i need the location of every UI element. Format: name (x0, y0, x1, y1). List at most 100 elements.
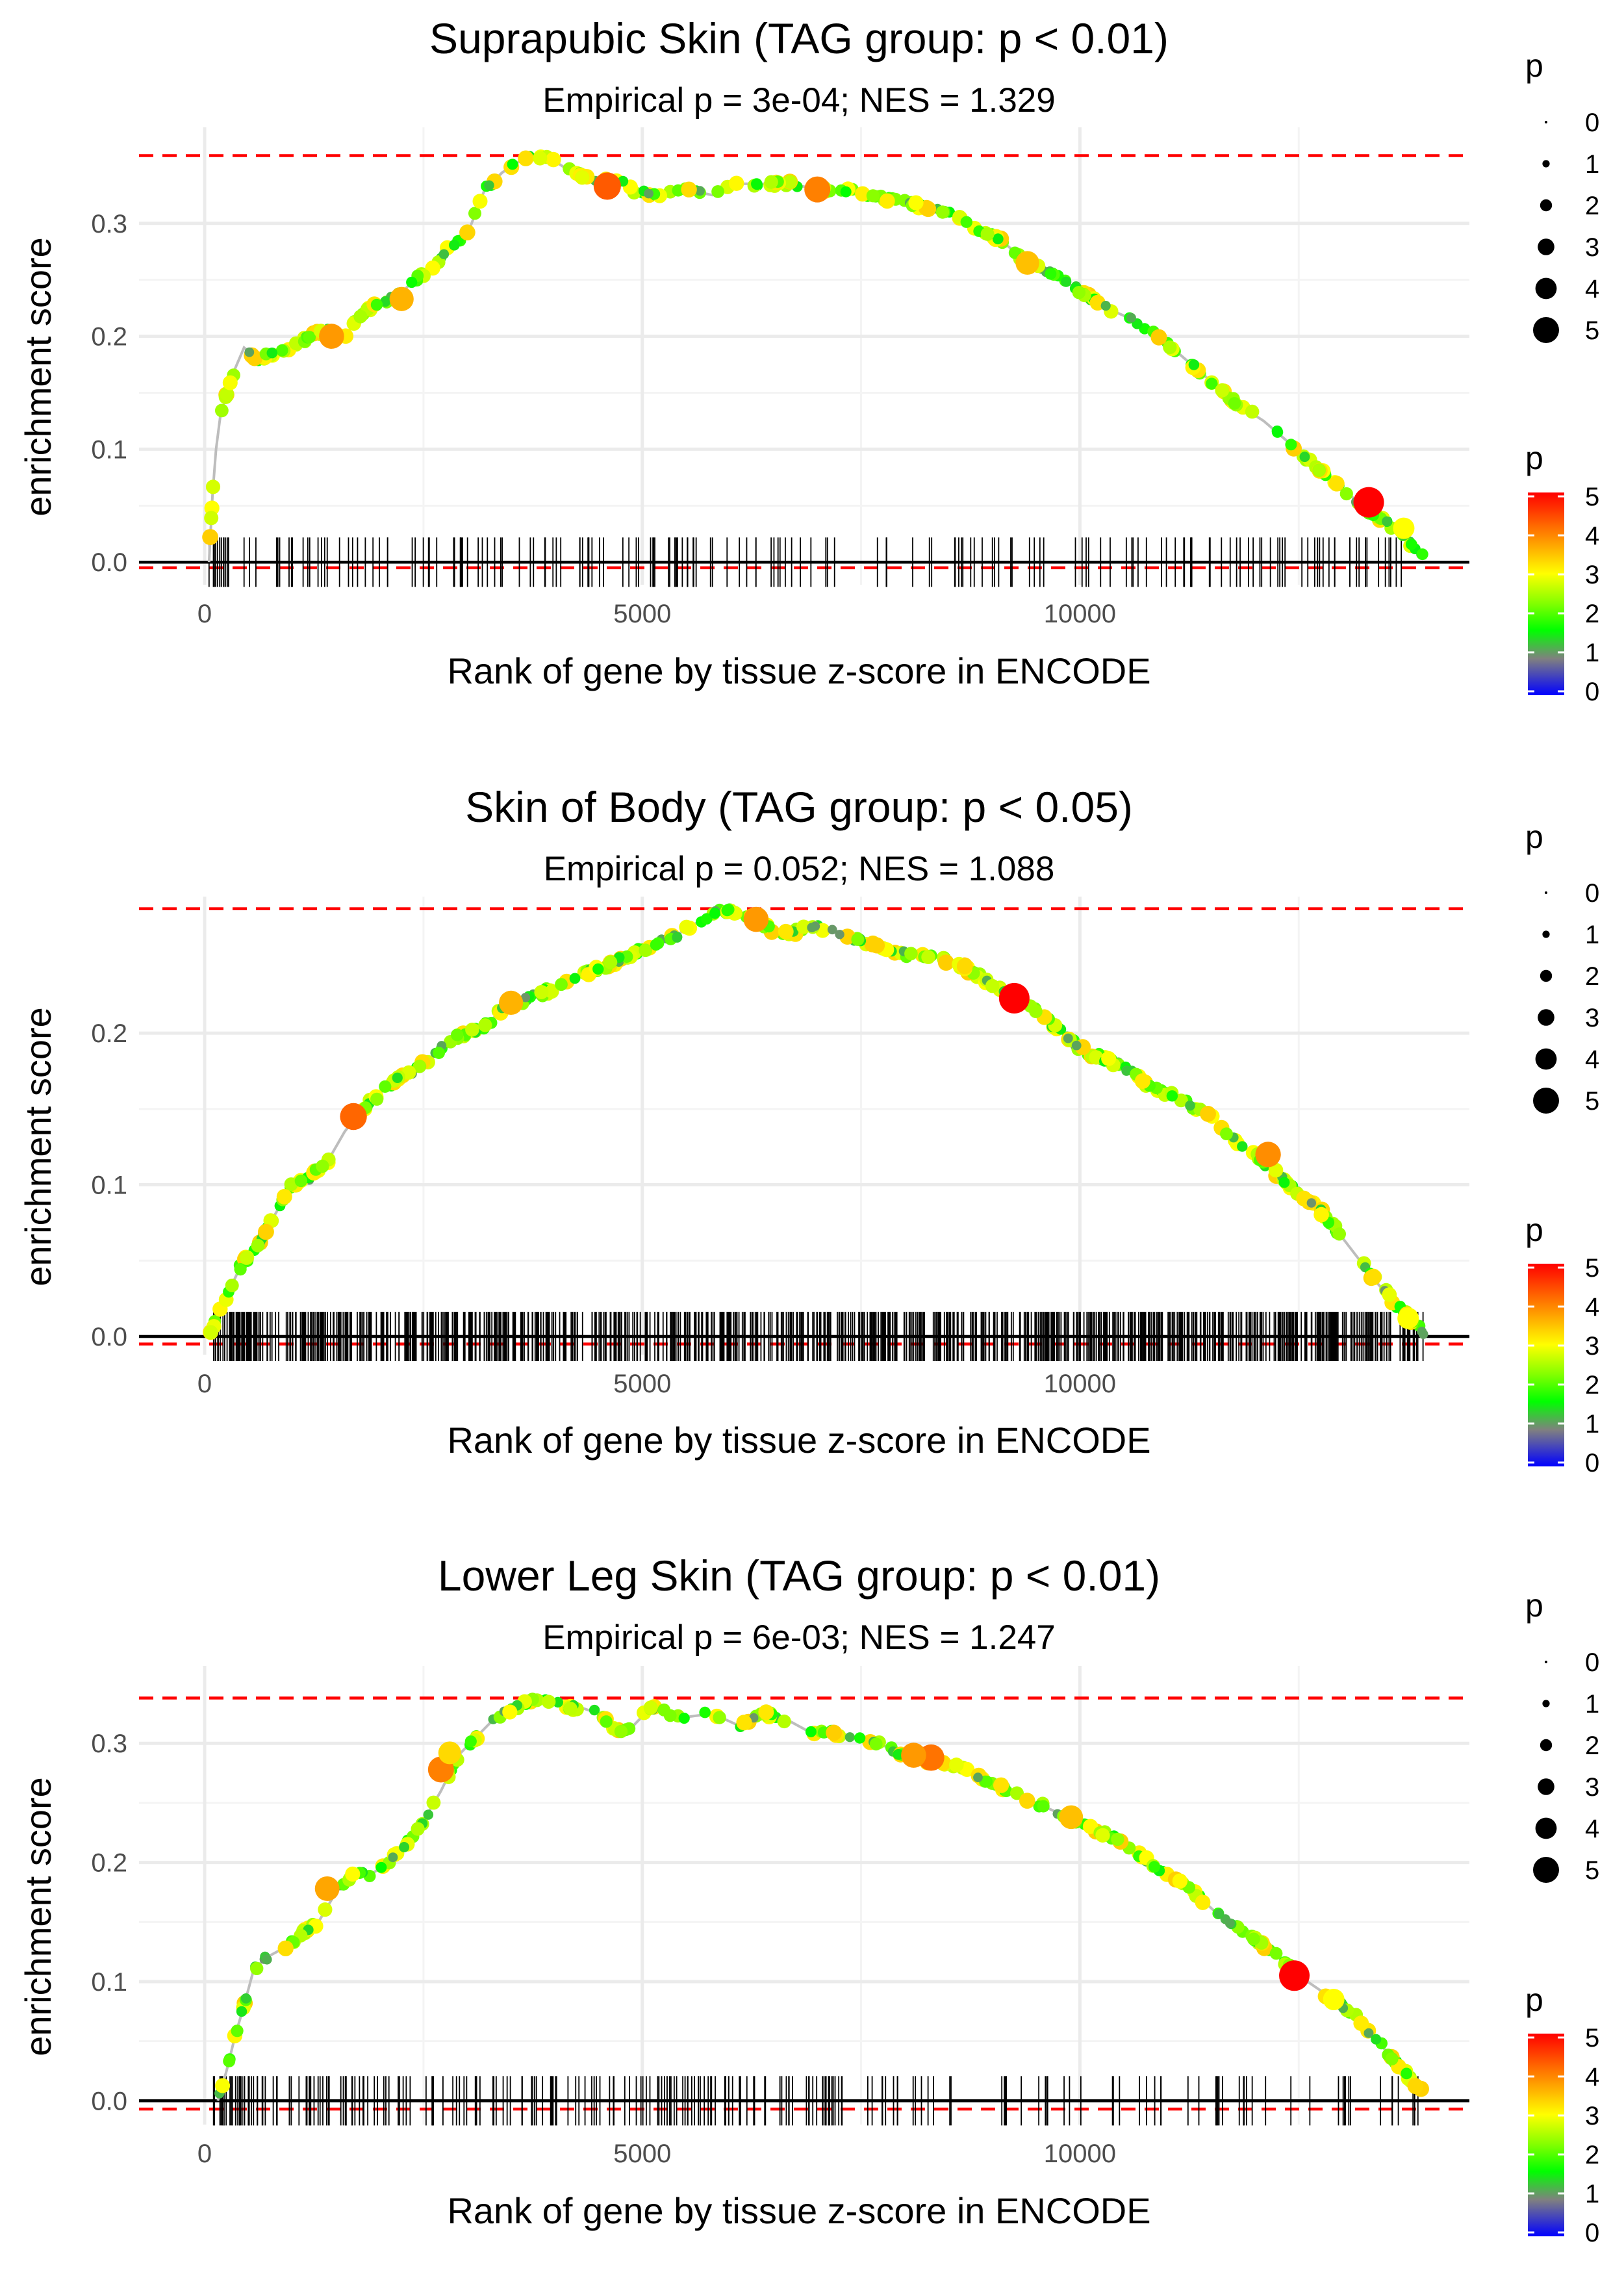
score-point (796, 919, 811, 934)
score-point (464, 1735, 477, 1748)
score-point (1269, 1947, 1283, 1960)
x-tick-label: 0 (197, 600, 212, 628)
score-point (412, 1059, 427, 1073)
size-legend-dot (1538, 238, 1554, 255)
size-legend-label: 1 (1585, 150, 1599, 179)
x-tick-label: 5000 (613, 600, 671, 628)
score-point (1237, 1141, 1248, 1152)
score-point (277, 1940, 294, 1956)
score-point (866, 189, 880, 203)
size-legend-dot (1540, 1739, 1553, 1752)
size-legend-label: 0 (1585, 879, 1599, 908)
score-point (1148, 1861, 1160, 1873)
score-point (546, 151, 561, 168)
score-point (1037, 1800, 1050, 1813)
running-score-line (207, 907, 1428, 1338)
color-legend-title: p (1525, 1212, 1543, 1248)
score-point (239, 1251, 254, 1265)
score-point (468, 207, 481, 220)
score-point (1407, 2078, 1424, 2094)
color-scale-label: 0 (1585, 678, 1599, 706)
color-scale-label: 4 (1585, 522, 1599, 550)
highlight-point (314, 1876, 340, 1901)
color-scale-bar (1528, 2034, 1564, 2236)
color-scale-label: 5 (1585, 483, 1599, 511)
score-point (240, 1993, 251, 2004)
score-point (244, 347, 255, 357)
legend: p 0 1 2 3 4 5 p 5 4 3 2 1 0 (1525, 47, 1599, 706)
highlight-point (1279, 1960, 1310, 1991)
score-point (904, 947, 918, 960)
score-point (1247, 1932, 1260, 1946)
score-point (805, 1726, 817, 1737)
score-point (783, 175, 797, 189)
size-legend-label: 1 (1585, 1690, 1599, 1718)
score-point (1213, 1908, 1224, 1919)
score-point (1200, 1106, 1216, 1122)
score-point (1163, 340, 1177, 355)
size-legend-dot (1545, 121, 1547, 123)
score-point (220, 387, 235, 402)
score-point (851, 932, 865, 946)
score-point (600, 1715, 613, 1728)
score-point (318, 1902, 333, 1917)
score-point (827, 925, 837, 935)
legend: p 0 1 2 3 4 5 p 5 4 3 2 1 0 (1525, 819, 1599, 1477)
score-point (484, 180, 494, 191)
running-score-line (207, 154, 1427, 563)
y-tick-label: 0.3 (91, 210, 127, 238)
x-axis-label: Rank of gene by tissue z-score in ENCODE (447, 1420, 1150, 1461)
score-point (520, 993, 531, 1003)
score-point (533, 151, 548, 166)
score-point (1271, 425, 1283, 437)
score-point (1371, 2034, 1382, 2045)
score-point (835, 930, 844, 939)
color-scale-label: 1 (1585, 2180, 1599, 2208)
highlight-point (901, 1743, 926, 1768)
score-point (472, 194, 488, 209)
size-legend-label: 3 (1585, 1004, 1599, 1032)
score-point (507, 159, 518, 170)
size-legend-label: 5 (1585, 316, 1599, 345)
score-point (980, 227, 995, 241)
score-point (202, 529, 218, 545)
plot-area: 0 5000 10000 0.0 0.1 0.2 (91, 897, 1469, 1398)
grid (139, 1666, 1469, 2125)
score-point (379, 1080, 392, 1093)
color-legend-title: p (1525, 1982, 1543, 2018)
score-point (1172, 1873, 1188, 1889)
highlight-point (499, 990, 524, 1016)
score-point (1071, 1040, 1082, 1051)
score-point (1382, 516, 1392, 527)
size-legend-label: 2 (1585, 192, 1599, 220)
score-point (575, 170, 590, 185)
score-point (1215, 383, 1230, 398)
score-point (937, 954, 954, 971)
score-point (284, 1177, 298, 1192)
y-axis-label: enrichment score (18, 1007, 58, 1286)
size-legend-label: 1 (1585, 921, 1599, 949)
y-tick-label: 0.3 (91, 1730, 127, 1758)
score-point (258, 1223, 274, 1240)
score-point (672, 184, 685, 197)
panel-subtitle: Empirical p = 6e-03; NES = 1.247 (542, 1618, 1056, 1657)
color-scale-label: 4 (1585, 2063, 1599, 2091)
score-point (949, 1757, 964, 1772)
score-point (203, 1325, 218, 1340)
score-point (345, 1866, 361, 1882)
score-point (701, 913, 713, 925)
highlight-point (389, 287, 414, 311)
highlight-point (1397, 1307, 1419, 1329)
legend: p 0 1 2 3 4 5 p 5 4 3 2 1 0 (1525, 1587, 1599, 2247)
score-point (603, 955, 618, 969)
score-point (592, 963, 604, 975)
panel-subtitle: Empirical p = 3e-04; NES = 1.329 (542, 81, 1056, 120)
score-point (262, 1954, 272, 1965)
score-point (721, 904, 733, 917)
score-point (729, 175, 744, 191)
score-point (215, 403, 229, 418)
y-tick-label: 0.1 (91, 1171, 127, 1200)
highlight-point (1323, 1988, 1345, 2010)
score-point (644, 188, 653, 199)
size-legend-dot (1533, 1857, 1559, 1883)
